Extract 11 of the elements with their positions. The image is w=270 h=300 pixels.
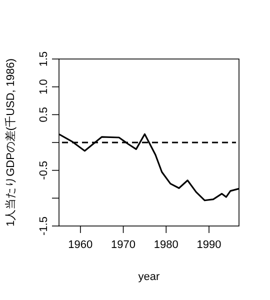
x-axis-title: year [138,271,160,283]
x-tick-label: 1970 [111,239,136,251]
y-axis-title: 1人当たりGDPの差(千USD, 1986) [4,58,17,227]
y-tick-label: -0.5 [38,160,50,180]
y-tick-label: 1.0 [38,79,50,94]
x-tick-label: 1960 [68,239,93,251]
x-tick-label: 1990 [196,239,222,251]
y-tick-label: 1.5 [38,51,50,67]
x-tick-label: 1980 [154,239,178,251]
y-tick-label: -1.5 [38,216,50,236]
y-tick-label: 0.5 [38,107,50,122]
